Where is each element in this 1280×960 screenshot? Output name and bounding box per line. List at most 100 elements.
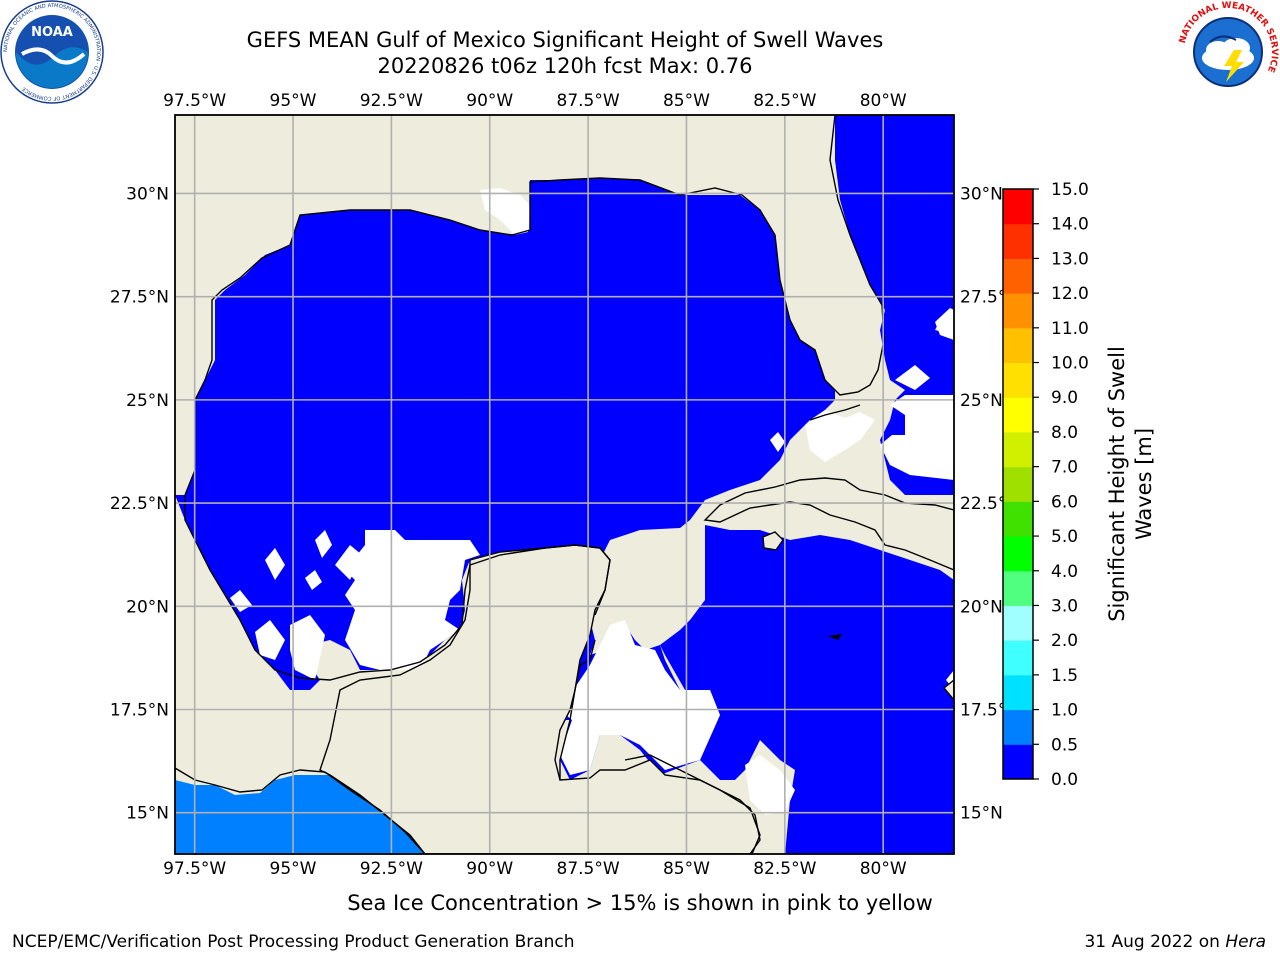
colorbar-tick-label: 0.5 xyxy=(1051,735,1078,755)
lon-tick-label-bottom: 92.5°W xyxy=(360,859,423,879)
isla-de-la-juventud xyxy=(762,531,784,551)
colorbar-cell xyxy=(1003,536,1033,572)
lon-tick-label-top: 95°W xyxy=(270,91,317,111)
colorbar-tick-label: 9.0 xyxy=(1051,388,1078,408)
no-data-patch xyxy=(935,308,954,340)
credit-left: NCEP/EMC/Verification Post Processing Pr… xyxy=(12,932,575,952)
lon-tick-label-top: 90°W xyxy=(466,91,513,111)
lat-tick-label-left: 15°N xyxy=(126,804,169,824)
colorbar-tick-label: 7.0 xyxy=(1051,458,1078,478)
colorbar-tick-label: 10.0 xyxy=(1051,354,1089,374)
colorbar-tick-label: 5.0 xyxy=(1051,527,1078,547)
no-data-patch xyxy=(305,570,322,590)
noaa-badge-text: NOAA xyxy=(31,25,73,40)
no-data-patch xyxy=(315,530,332,558)
no-data-patch xyxy=(230,590,252,612)
no-data-patch xyxy=(290,615,325,680)
credit-right: 31 Aug 2022 on Hera xyxy=(1084,932,1266,952)
lon-tick-label-bottom: 82.5°W xyxy=(753,859,816,879)
colorbar-tick-label: 6.0 xyxy=(1051,492,1078,512)
colorbar-tick-label: 3.0 xyxy=(1051,596,1078,616)
colorbar-cell xyxy=(1003,744,1033,780)
yucatan-land xyxy=(319,544,761,854)
colorbar-frame xyxy=(1002,188,1034,780)
no-data-patch xyxy=(335,545,362,580)
pacific-coastline xyxy=(175,767,426,854)
colorbar-cell xyxy=(1003,223,1033,259)
lon-tick-label-bottom: 87.5°W xyxy=(557,859,620,879)
cuba-land xyxy=(703,477,954,571)
swell-field-pacific xyxy=(175,775,425,854)
lon-tick-label-top: 97.5°W xyxy=(163,91,226,111)
colorbar-cell xyxy=(1003,709,1033,745)
no-data-patch xyxy=(265,548,285,580)
mexico-gulf-coastline xyxy=(184,495,611,681)
land-masses xyxy=(319,477,954,854)
no-data-patch xyxy=(745,755,795,815)
lon-tick-label-top: 87.5°W xyxy=(557,91,620,111)
swell-field-gulf xyxy=(175,178,835,780)
colorbar-cell xyxy=(1003,189,1033,225)
colorbar-cell xyxy=(1003,431,1033,468)
footnote: Sea Ice Concentration > 15% is shown in … xyxy=(347,891,933,915)
colorbar-tick-label: 15.0 xyxy=(1051,180,1089,200)
colorbar-tick-label: 8.0 xyxy=(1051,423,1078,443)
colorbar-tick-label: 1.0 xyxy=(1051,701,1078,721)
figure-title: GEFS MEAN Gulf of Mexico Significant Hei… xyxy=(246,28,884,52)
jamaica-coast xyxy=(828,634,842,640)
coastlines xyxy=(175,115,885,854)
us-gulf-coastline xyxy=(184,115,885,496)
no-data-patch xyxy=(255,620,285,660)
lon-tick-label-top: 82.5°W xyxy=(753,91,816,111)
lat-tick-label-left: 17.5°N xyxy=(110,701,169,721)
colorbar-cell xyxy=(1003,397,1033,433)
colorbar-cell xyxy=(1003,640,1033,676)
no-data-patch xyxy=(895,365,930,390)
colorbar-cell xyxy=(1003,466,1033,502)
colorbar-cell xyxy=(1003,293,1033,329)
lat-tick-label-right: 22.5°N xyxy=(960,494,1019,514)
colorbar-tick-label: 1.5 xyxy=(1051,666,1078,686)
no-data-patch xyxy=(770,432,785,452)
colorbar-tick-label: 4.0 xyxy=(1051,562,1078,582)
graticule xyxy=(175,115,954,854)
tick-labels: 97.5°W 97.5°W 95°W 95°W 92.5°W 92.5°W 90°W 90°W… xyxy=(110,91,1019,879)
lon-tick-label-top: 85°W xyxy=(663,91,710,111)
lon-tick-label-top: 92.5°W xyxy=(360,91,423,111)
lon-tick-label-bottom: 97.5°W xyxy=(163,859,226,879)
credit-host: Hera xyxy=(1225,932,1266,952)
colorbar-tick-label: 12.0 xyxy=(1051,284,1089,304)
no-data-patch xyxy=(880,395,954,480)
no-data-patch xyxy=(480,188,530,235)
noaa-logo: NOAA NATIONAL OCEANIC AND ATMOSPHERIC AD… xyxy=(0,0,104,104)
colorbar-label-line-2: Waves [m] xyxy=(1132,428,1156,540)
nws-logo: NATIONAL WEATHER SERVICE xyxy=(1178,1,1279,102)
figure-subtitle: 20220826 t06z 120h fcst Max: 0.76 xyxy=(377,54,753,78)
lon-tick-label-bottom: 90°W xyxy=(466,859,513,879)
lat-tick-label-right: 15°N xyxy=(960,804,1003,824)
honduras-coast xyxy=(624,754,761,854)
lon-tick-label-bottom: 95°W xyxy=(270,859,317,879)
colorbar-cell xyxy=(1003,362,1033,398)
colorbar-cell xyxy=(1003,501,1033,537)
hispaniola-coast xyxy=(943,679,954,702)
lon-tick-label-bottom: 80°W xyxy=(860,859,907,879)
colorbar-cells xyxy=(1003,189,1033,780)
florida-keys xyxy=(809,404,861,421)
colorbar-ticks: 0.0 0.5 1.0 1.5 2.0 3.0 4.0 5.0 6.0 7.0 8.0 9.0 10.0… xyxy=(1033,180,1089,790)
lat-tick-label-right: 25°N xyxy=(960,391,1003,411)
lat-tick-label-left: 30°N xyxy=(126,184,169,204)
lat-tick-label-right: 17.5°N xyxy=(960,701,1019,721)
lat-tick-label-right: 30°N xyxy=(960,184,1003,204)
lat-tick-label-left: 20°N xyxy=(126,597,169,617)
colorbar-tick-label: 11.0 xyxy=(1051,319,1089,339)
colorbar-tick-label: 2.0 xyxy=(1051,631,1078,651)
no-data-patch xyxy=(560,620,720,775)
colorbar-tick-label: 14.0 xyxy=(1051,215,1089,235)
map-frame xyxy=(174,114,955,855)
lat-tick-label-left: 27.5°N xyxy=(110,288,169,308)
lon-tick-label-top: 80°W xyxy=(860,91,907,111)
no-data-patches xyxy=(230,188,954,815)
